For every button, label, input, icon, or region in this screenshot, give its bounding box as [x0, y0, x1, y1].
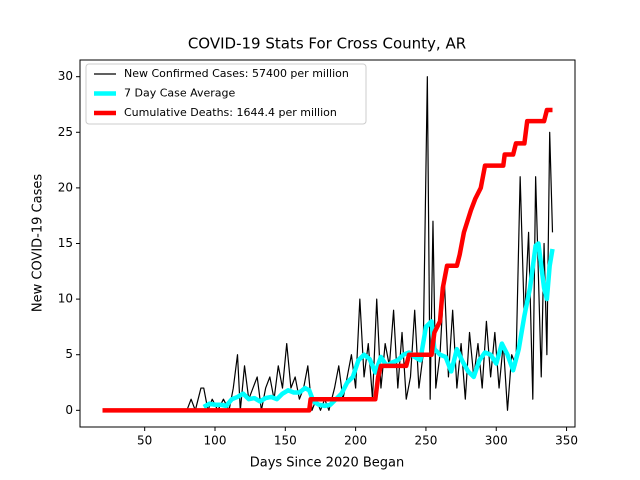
legend-label: New Confirmed Cases: 57400 per million [124, 67, 349, 80]
x-axis-label: Days Since 2020 Began [250, 456, 405, 471]
x-tick-label: 350 [555, 434, 578, 448]
series-line [102, 107, 553, 413]
x-tick-label: 300 [485, 434, 508, 448]
legend-label: 7 Day Case Average [124, 87, 236, 100]
y-tick-label: 25 [58, 125, 73, 139]
legend-label: Cumulative Deaths: 1644.4 per million [124, 106, 337, 119]
x-tick-label: 200 [344, 434, 367, 448]
y-axis-label: New COVID-19 Cases [31, 174, 46, 312]
chart-title: COVID-19 Stats For Cross County, AR [188, 35, 466, 53]
x-tick-label: 100 [204, 434, 227, 448]
series-line [186, 76, 554, 411]
plot-frame [79, 59, 576, 428]
y-tick-label: 5 [65, 347, 73, 361]
y-tick-label: 15 [58, 236, 73, 250]
y-tick-label: 10 [58, 292, 73, 306]
y-tick-label: 20 [58, 180, 73, 194]
x-tick-label: 50 [137, 434, 152, 448]
y-tick-label: 30 [58, 69, 73, 83]
y-tick-label: 0 [65, 403, 73, 417]
x-tick-label: 150 [274, 434, 297, 448]
x-tick-label: 250 [414, 434, 437, 448]
legend-box [85, 63, 367, 125]
